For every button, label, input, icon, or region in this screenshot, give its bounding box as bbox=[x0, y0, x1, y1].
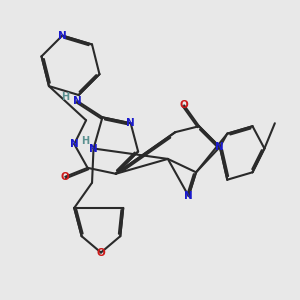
Text: N: N bbox=[126, 118, 135, 128]
Text: O: O bbox=[97, 248, 105, 257]
Text: H: H bbox=[61, 92, 69, 101]
Text: N: N bbox=[70, 139, 79, 149]
Text: N: N bbox=[215, 142, 224, 152]
Text: N: N bbox=[73, 96, 82, 106]
Text: O: O bbox=[180, 100, 189, 110]
Text: N: N bbox=[58, 31, 67, 40]
Text: H: H bbox=[81, 136, 90, 146]
Text: N: N bbox=[184, 191, 193, 201]
Text: O: O bbox=[61, 172, 70, 182]
Text: N: N bbox=[89, 143, 98, 154]
